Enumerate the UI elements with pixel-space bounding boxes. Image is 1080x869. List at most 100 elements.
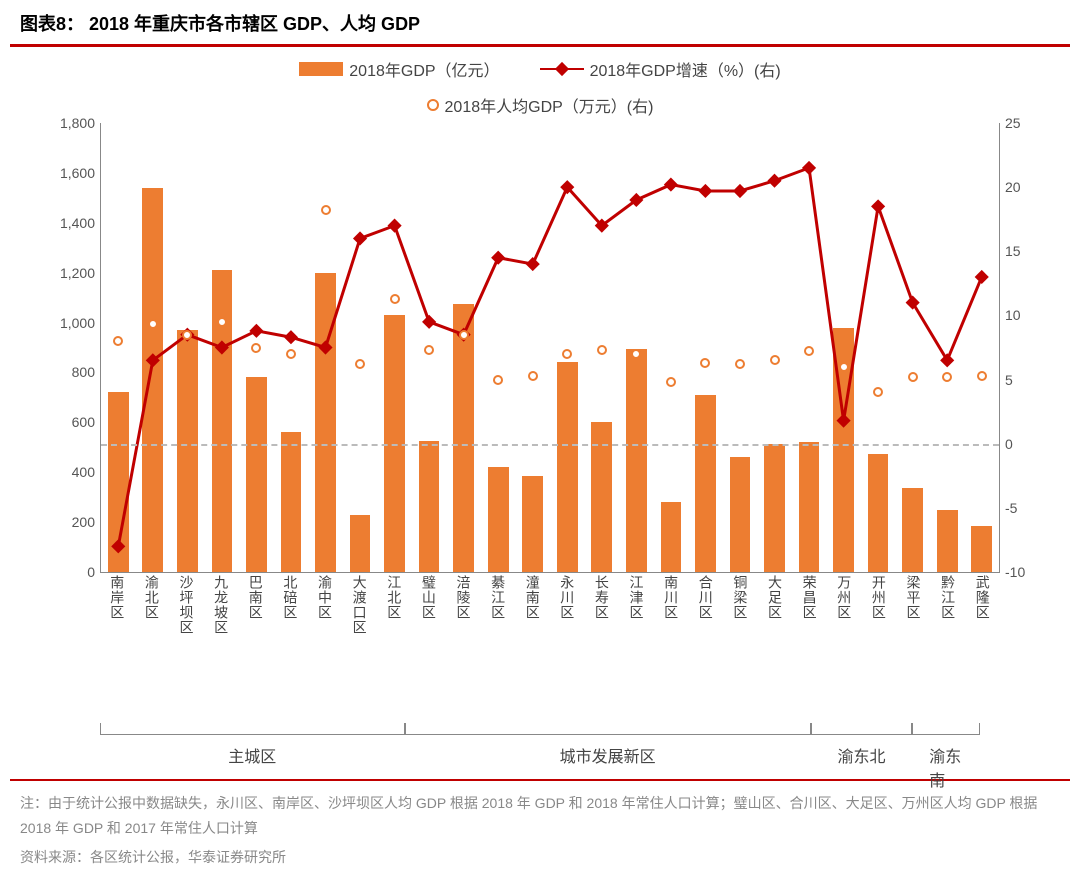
percap-marker [390, 294, 400, 304]
x-label: 潼南区 [523, 575, 543, 620]
legend-row2: 2018年人均GDP（万元）(右) [0, 87, 1080, 123]
y-right-tick: 15 [999, 243, 1021, 259]
chart-caption: 图表8： 2018 年重庆市各市辖区 GDP、人均 GDP [0, 0, 1080, 44]
x-label: 南岸区 [107, 575, 127, 620]
y-right-tick: 5 [999, 372, 1013, 388]
category-groups: 主城区城市发展新区渝东北渝东南 [100, 723, 980, 773]
percap-marker [493, 375, 503, 385]
x-label: 荣昌区 [800, 575, 820, 620]
growth-marker [491, 251, 505, 265]
y-right-tick: 10 [999, 307, 1021, 323]
x-label: 武隆区 [973, 575, 993, 620]
x-label: 梁平区 [903, 575, 923, 620]
percap-marker [977, 371, 987, 381]
growth-marker [906, 296, 920, 310]
x-label: 黔江区 [938, 575, 958, 620]
x-label: 九龙坡区 [211, 575, 231, 635]
y-right-tick: 0 [999, 436, 1013, 452]
legend-line-swatch [540, 68, 584, 70]
percap-marker [770, 355, 780, 365]
y-left-tick: 1,800 [60, 115, 101, 131]
percap-marker [182, 330, 192, 340]
x-labels: 南岸区渝北区沙坪坝区九龙坡区巴南区北碚区渝中区大渡口区江北区璧山区涪陵区綦江区潼… [100, 575, 1000, 685]
legend-bar-swatch [299, 62, 343, 76]
plot-area: 02004006008001,0001,2001,4001,6001,800-1… [100, 123, 1000, 573]
group-bracket [405, 723, 811, 735]
legend-circle-label: 2018年人均GDP（万元）(右) [445, 93, 654, 117]
growth-marker [526, 257, 540, 271]
x-label: 合川区 [696, 575, 716, 620]
growth-marker [871, 199, 885, 213]
group-bracket [912, 723, 980, 735]
percap-marker [321, 205, 331, 215]
x-label: 江津区 [627, 575, 647, 620]
percap-marker [700, 358, 710, 368]
y-left-tick: 600 [72, 414, 101, 430]
y-right-tick: -10 [999, 564, 1025, 580]
percap-marker [873, 387, 883, 397]
x-label: 北碚区 [280, 575, 300, 620]
percap-marker [217, 317, 227, 327]
growth-marker [767, 174, 781, 188]
percap-marker [355, 359, 365, 369]
growth-marker [318, 340, 332, 354]
x-label: 南川区 [661, 575, 681, 620]
percap-marker [908, 372, 918, 382]
x-label: 渝中区 [315, 575, 335, 620]
percap-marker [459, 330, 469, 340]
x-label: 铜梁区 [730, 575, 750, 620]
percap-marker [148, 319, 158, 329]
y-left-tick: 200 [72, 514, 101, 530]
y-right-tick: -5 [999, 500, 1017, 516]
x-label: 大足区 [765, 575, 785, 620]
growth-marker [422, 315, 436, 329]
chart-area: 02004006008001,0001,2001,4001,6001,800-1… [60, 123, 1040, 613]
group-label: 主城区 [228, 743, 276, 767]
growth-marker [249, 324, 263, 338]
x-label: 大渡口区 [350, 575, 370, 635]
percap-marker [735, 359, 745, 369]
y-left-tick: 1,400 [60, 215, 101, 231]
percap-marker [113, 336, 123, 346]
percap-marker [804, 346, 814, 356]
growth-marker [353, 231, 367, 245]
growth-marker [940, 353, 954, 367]
percap-marker [839, 362, 849, 372]
x-label: 渝北区 [142, 575, 162, 620]
y-left-tick: 800 [72, 364, 101, 380]
group-bracket [811, 723, 913, 735]
x-label: 綦江区 [488, 575, 508, 620]
growth-line [118, 168, 981, 546]
x-label: 开州区 [869, 575, 889, 620]
y-left-tick: 1,000 [60, 315, 101, 331]
y-left-tick: 400 [72, 464, 101, 480]
y-left-tick: 1,600 [60, 165, 101, 181]
percap-marker [942, 372, 952, 382]
legend-circle: 2018年人均GDP（万元）(右) [427, 93, 654, 117]
note-text: 注：由于统计公报中数据缺失，永川区、南岸区、沙坪坝区人均 GDP 根据 2018… [0, 787, 1080, 845]
percap-marker [251, 343, 261, 353]
y-left-tick: 0 [87, 564, 101, 580]
x-label: 万州区 [834, 575, 854, 620]
red-rule-bottom [10, 779, 1070, 781]
y-right-tick: 20 [999, 179, 1021, 195]
x-label: 巴南区 [246, 575, 266, 620]
growth-marker [698, 184, 712, 198]
growth-marker [733, 184, 747, 198]
x-label: 长寿区 [592, 575, 612, 620]
percap-marker [424, 345, 434, 355]
y-left-tick: 1,200 [60, 265, 101, 281]
legend-circle-swatch [427, 99, 439, 111]
growth-marker [284, 330, 298, 344]
growth-marker [975, 270, 989, 284]
red-rule-top [10, 44, 1070, 47]
growth-marker [388, 219, 402, 233]
percap-marker [631, 349, 641, 359]
growth-marker [837, 414, 851, 428]
legend-line: 2018年GDP增速（%）(右) [540, 57, 781, 81]
y-right-tick: 25 [999, 115, 1021, 131]
group-bracket [100, 723, 405, 735]
growth-marker [802, 161, 816, 175]
growth-marker [664, 178, 678, 192]
group-label: 渝东北 [838, 743, 886, 767]
